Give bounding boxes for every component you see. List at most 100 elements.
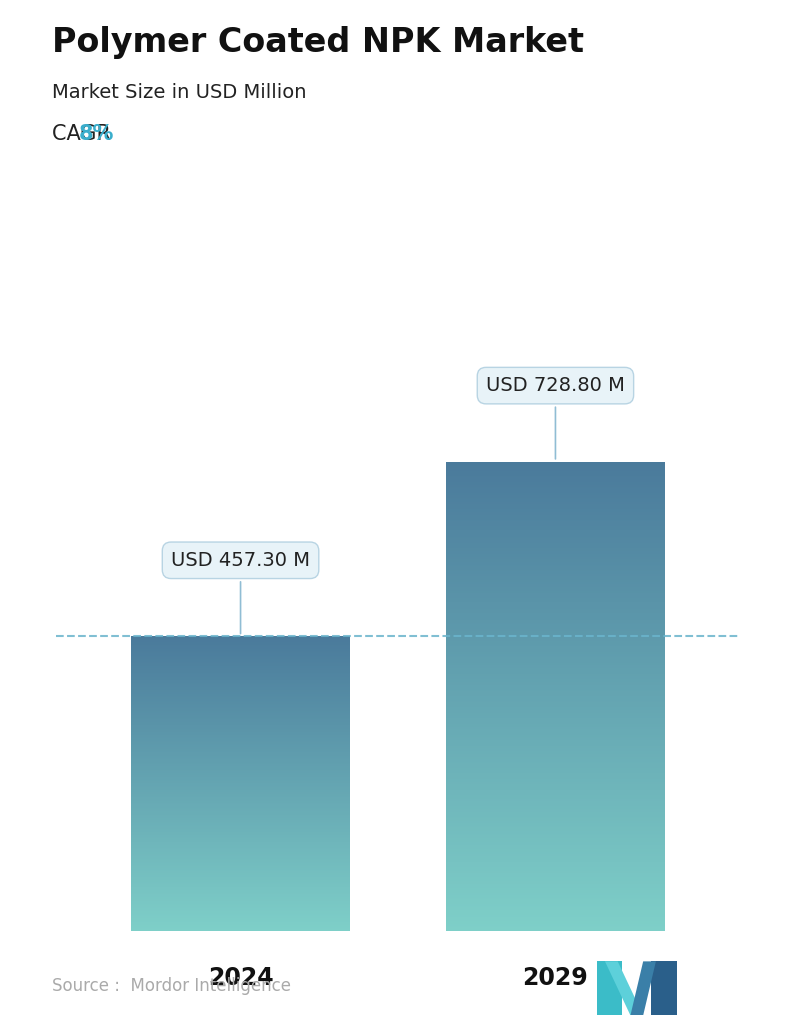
Bar — [446, 756, 665, 757]
Bar — [446, 699, 665, 701]
Text: CAGR: CAGR — [52, 124, 117, 144]
Bar — [446, 497, 665, 499]
Bar — [446, 641, 665, 643]
Bar — [446, 751, 665, 753]
Bar — [446, 884, 665, 885]
Bar — [446, 595, 665, 597]
Bar — [446, 861, 665, 863]
Bar — [446, 765, 665, 766]
Bar — [446, 564, 665, 565]
Bar — [446, 628, 665, 629]
Bar — [446, 558, 665, 560]
Bar — [446, 690, 665, 692]
Bar — [446, 650, 665, 652]
Text: USD 457.30 M: USD 457.30 M — [171, 551, 310, 634]
Bar — [446, 796, 665, 798]
Bar — [446, 549, 665, 551]
Bar — [446, 843, 665, 845]
Bar — [446, 657, 665, 659]
Bar — [446, 462, 665, 463]
Bar — [446, 522, 665, 524]
Bar — [446, 707, 665, 708]
Bar — [446, 622, 665, 625]
Bar — [446, 677, 665, 679]
Bar — [446, 875, 665, 876]
Bar — [446, 903, 665, 904]
Bar — [446, 504, 665, 506]
Bar — [446, 793, 665, 794]
Bar — [446, 545, 665, 546]
Bar — [446, 542, 665, 543]
Bar — [446, 778, 665, 779]
Bar — [446, 579, 665, 580]
Bar — [446, 878, 665, 879]
Bar — [446, 499, 665, 500]
Bar — [446, 693, 665, 695]
Bar — [446, 679, 665, 680]
Bar — [446, 907, 665, 909]
Bar — [446, 469, 665, 472]
Bar — [446, 726, 665, 727]
Bar — [446, 494, 665, 496]
Bar — [446, 766, 665, 768]
Bar — [446, 601, 665, 603]
Bar — [446, 702, 665, 704]
Bar — [446, 582, 665, 583]
Bar — [446, 759, 665, 760]
Bar — [446, 539, 665, 540]
Bar — [446, 913, 665, 915]
Bar — [446, 493, 665, 494]
Bar — [446, 851, 665, 852]
Bar — [446, 771, 665, 772]
Polygon shape — [605, 962, 643, 1015]
Bar — [446, 574, 665, 576]
Bar — [446, 466, 665, 468]
Bar — [446, 521, 665, 522]
Bar — [446, 808, 665, 809]
Bar — [446, 754, 665, 756]
Polygon shape — [597, 962, 622, 1015]
Bar — [446, 653, 665, 656]
Bar — [446, 516, 665, 518]
Bar — [446, 537, 665, 539]
Bar — [446, 879, 665, 881]
Bar — [446, 591, 665, 592]
Bar — [446, 735, 665, 737]
Bar — [446, 554, 665, 555]
Bar — [446, 826, 665, 827]
Bar — [446, 824, 665, 826]
Bar — [446, 668, 665, 670]
Bar — [446, 507, 665, 509]
Bar — [446, 570, 665, 571]
Bar — [446, 863, 665, 865]
Bar — [446, 869, 665, 870]
Bar — [446, 916, 665, 918]
Bar — [446, 784, 665, 785]
Bar — [446, 804, 665, 805]
Bar — [446, 656, 665, 657]
Bar — [446, 660, 665, 662]
Bar — [446, 781, 665, 782]
Bar — [446, 774, 665, 776]
Bar — [446, 720, 665, 721]
Bar — [446, 529, 665, 530]
Bar — [446, 580, 665, 582]
Bar — [446, 548, 665, 549]
Bar — [446, 576, 665, 577]
Bar — [446, 592, 665, 595]
Bar — [446, 634, 665, 635]
Bar — [446, 791, 665, 793]
Bar — [446, 817, 665, 818]
Bar — [446, 552, 665, 554]
Bar — [446, 729, 665, 731]
Bar — [446, 473, 665, 475]
Bar — [446, 652, 665, 653]
Bar — [446, 929, 665, 931]
Bar — [446, 667, 665, 668]
Bar — [446, 646, 665, 647]
Bar — [446, 472, 665, 473]
Bar — [446, 476, 665, 478]
Bar — [446, 823, 665, 824]
Bar — [446, 772, 665, 774]
Bar — [446, 714, 665, 717]
